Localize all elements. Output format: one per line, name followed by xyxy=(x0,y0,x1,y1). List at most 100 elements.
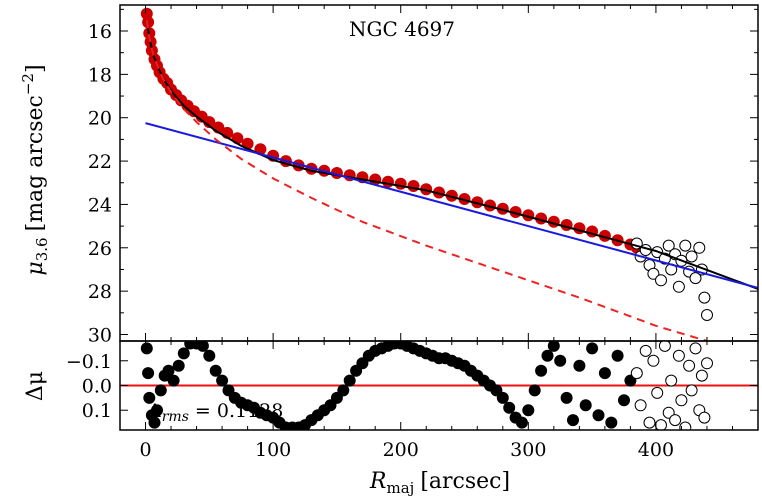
excluded-residual-point xyxy=(639,344,652,357)
fitted-point xyxy=(445,189,458,202)
excluded-point xyxy=(701,309,713,321)
excluded-residual-point xyxy=(651,386,664,399)
y-tick-label: 24 xyxy=(88,194,112,216)
excluded-residual-point xyxy=(672,349,685,362)
residual-point xyxy=(503,401,516,414)
residual-point xyxy=(209,364,222,377)
excluded-point xyxy=(689,272,702,285)
excluded-point xyxy=(693,241,706,254)
fitted-point xyxy=(382,175,394,188)
excluded-point xyxy=(662,239,675,252)
x-label-unit: [arcsec] xyxy=(420,469,510,494)
residual-y-tick-label: −0.1 xyxy=(66,351,112,373)
excluded-residual-point xyxy=(701,357,713,370)
main-panel: 16 18 20 22 24 26 28 30 NGC 4697 xyxy=(88,4,759,346)
fitted-point xyxy=(433,186,445,199)
residual-point xyxy=(598,367,611,380)
main-series-group xyxy=(140,7,758,341)
excluded-residual-point xyxy=(647,354,660,367)
y-tick-label: 16 xyxy=(88,21,112,43)
residual-point xyxy=(573,359,586,372)
residual-point xyxy=(605,416,618,429)
excluded-point xyxy=(679,239,692,252)
excluded-residual-point xyxy=(634,399,647,412)
residual-point xyxy=(528,384,541,397)
residual-point xyxy=(535,364,548,377)
fitted-point xyxy=(203,116,216,129)
excluded-residual-point xyxy=(665,374,678,387)
excluded-residual-point xyxy=(669,414,682,427)
excluded-residual-point xyxy=(675,394,688,407)
y-tick-label: 26 xyxy=(88,238,112,260)
y-tick-label: 20 xyxy=(88,108,112,130)
residual-point xyxy=(154,384,167,397)
residual-point xyxy=(567,414,579,427)
x-label-sub: maj xyxy=(386,479,414,497)
excluded-point xyxy=(647,267,660,280)
x-label-main: R xyxy=(369,469,387,494)
residual-point xyxy=(560,391,573,404)
residual-point xyxy=(148,416,161,429)
residual-point xyxy=(337,384,350,397)
fitted-point xyxy=(407,180,420,192)
residual-point xyxy=(196,341,209,352)
residual-point xyxy=(177,347,190,360)
excluded-point xyxy=(698,291,711,304)
residual-point xyxy=(216,374,229,387)
rms-value: = 0.1128 xyxy=(189,400,283,422)
excluded-point xyxy=(655,274,667,287)
rms-subscript: rms xyxy=(162,409,189,425)
x-tick-label: 400 xyxy=(638,439,674,461)
residual-point xyxy=(547,341,560,352)
excluded-residual-point xyxy=(689,342,702,355)
fitted-point xyxy=(471,196,484,209)
excluded-residual-point xyxy=(695,369,708,382)
residual-point xyxy=(522,404,535,417)
residual-point xyxy=(618,394,630,407)
residual-point xyxy=(515,416,528,429)
residual-point xyxy=(343,374,356,387)
excluded-residual-point xyxy=(679,421,692,430)
residual-point xyxy=(592,409,605,422)
y-tick-label: 28 xyxy=(88,281,112,303)
main-y-ticks: 16 18 20 22 24 26 28 30 xyxy=(88,8,758,346)
main-frame xyxy=(119,4,759,342)
residual-point xyxy=(554,354,567,367)
excluded-residual-point xyxy=(630,367,643,380)
excluded-residual-point xyxy=(683,359,696,372)
y-label-main: μ xyxy=(23,261,48,275)
x-axis-label: Rmaj [arcsec] xyxy=(369,469,510,497)
excluded-point xyxy=(672,280,685,293)
residual-point xyxy=(151,404,163,417)
residual-x-ticks: 0 100 200 300 400 xyxy=(119,341,759,461)
residual-y-tick-label: 0.1 xyxy=(82,400,112,422)
chart-title: NGC 4697 xyxy=(349,17,455,41)
fitted-point xyxy=(496,202,509,215)
residual-y-ticks: −0.1 0.00.1 xyxy=(66,351,758,422)
residual-point xyxy=(172,359,185,372)
excluded-point xyxy=(685,250,698,263)
x-tick-label: 300 xyxy=(510,439,546,461)
residual-y-label: Δμ xyxy=(23,371,48,401)
residual-series-group xyxy=(120,341,758,430)
excluded-residual-point xyxy=(698,411,711,424)
excluded-residual-point xyxy=(685,384,698,397)
y-axis-label: μ3.6 [mag arcsec−2] xyxy=(19,64,51,275)
residual-point xyxy=(167,374,180,387)
x-tick-label: 100 xyxy=(255,439,291,461)
y-label-close: ] xyxy=(23,64,48,73)
y-tick-label: 22 xyxy=(88,151,112,173)
residual-point xyxy=(143,391,156,404)
y-tick-label: 30 xyxy=(88,324,112,346)
fitted-point xyxy=(394,177,407,190)
rms-annotation: Δrms = 0.1128 xyxy=(148,400,283,425)
residual-point xyxy=(611,349,624,362)
fitted-point xyxy=(458,193,471,205)
x-tick-label: 200 xyxy=(383,439,419,461)
residual-point xyxy=(579,399,592,412)
residual-point xyxy=(496,391,509,404)
fitted-point xyxy=(484,199,496,212)
main-x-ticks xyxy=(119,5,759,341)
y-label-unit: [mag arcsec xyxy=(23,95,48,231)
